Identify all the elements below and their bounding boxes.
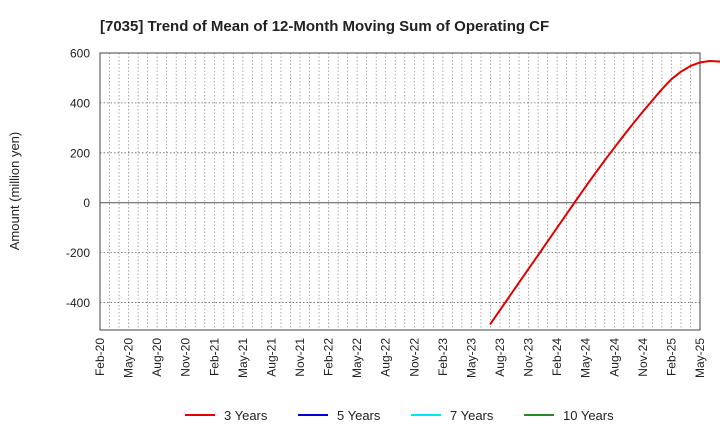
axes: 600 400 200 0 -200 -400 Feb-20 May-20 Aug-20 Nov-… [66, 47, 707, 379]
x-tick-label: Feb-25 [664, 338, 678, 376]
legend-label: 3 Years [224, 408, 268, 423]
x-tick-label: Aug-22 [379, 338, 393, 377]
series-line [489, 59, 720, 325]
x-tick-label: Aug-21 [264, 338, 278, 377]
x-tick-label: Nov-21 [293, 338, 307, 377]
y-tick-label: -400 [66, 296, 90, 310]
x-tick-label: Aug-23 [493, 338, 507, 377]
legend-label: 10 Years [563, 408, 614, 423]
y-axis-label: Amount (million yen) [7, 132, 22, 251]
x-tick-label: Nov-23 [522, 338, 536, 377]
chart-title: [7035] Trend of Mean of 12-Month Moving … [100, 18, 549, 35]
x-tick-label: May-23 [464, 338, 478, 378]
y-tick-label: 200 [70, 146, 90, 160]
gridlines [100, 52, 700, 330]
y-tick-label: 0 [83, 196, 90, 210]
x-tick-label: Nov-20 [179, 338, 193, 377]
x-tick-label: May-20 [122, 338, 136, 378]
plot-area [100, 53, 700, 330]
x-tick-label: Nov-24 [636, 338, 650, 377]
legend-label: 5 Years [337, 408, 381, 423]
legend: 3 Years 5 Years 7 Years 10 Years [185, 408, 614, 423]
x-tick-label: Nov-22 [407, 338, 421, 377]
x-tick-label: May-24 [579, 338, 593, 378]
plot-border [99, 52, 701, 331]
x-tick-label: Feb-24 [550, 338, 564, 376]
legend-label: 7 Years [450, 408, 494, 423]
x-tick-label: Feb-20 [93, 338, 107, 376]
series-lines [489, 59, 720, 325]
x-tick-label: Feb-23 [436, 338, 450, 376]
x-tick-label: Aug-20 [150, 338, 164, 377]
x-tick-label: Aug-24 [607, 338, 621, 377]
x-tick-label: May-22 [350, 338, 364, 378]
y-tick-label: 400 [70, 96, 90, 110]
x-tick-label: May-25 [693, 338, 707, 378]
x-tick-label: Feb-21 [207, 338, 221, 376]
y-tick-label: 600 [70, 47, 90, 61]
x-tick-label: May-21 [236, 338, 250, 378]
y-tick-label: -200 [66, 246, 90, 260]
x-tick-label: Feb-22 [322, 338, 336, 376]
